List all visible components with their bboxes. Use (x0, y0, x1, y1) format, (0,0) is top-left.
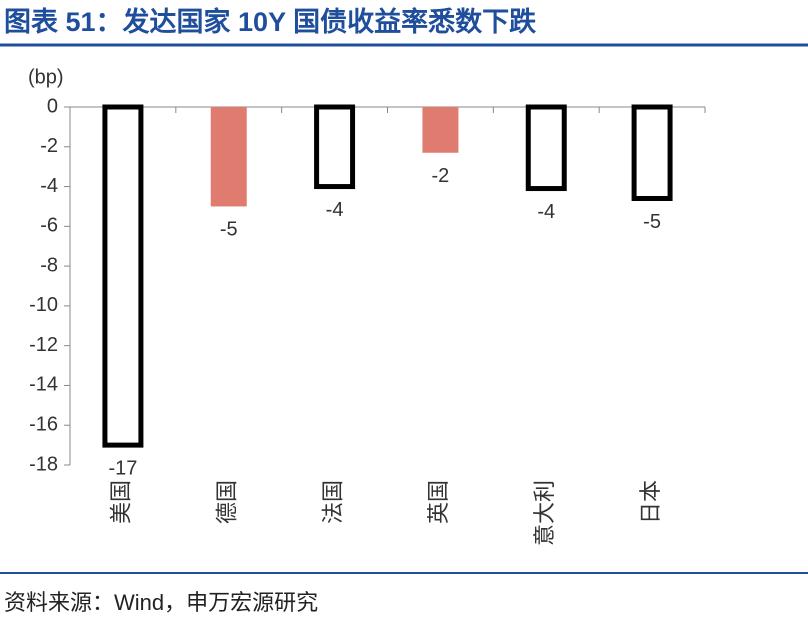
y-tick-label: -2 (40, 135, 58, 157)
y-tick-label: 0 (47, 95, 58, 117)
bar (314, 104, 356, 190)
value-label: -17 (108, 457, 137, 479)
y-axis-label: (bp) (28, 66, 64, 88)
y-tick-label: -10 (29, 294, 58, 316)
y-tick-label: -8 (40, 254, 58, 276)
value-label: -5 (220, 219, 238, 241)
bar (422, 107, 459, 153)
y-tick-label: -6 (40, 215, 58, 237)
value-label: -4 (326, 199, 344, 221)
value-label: -5 (643, 211, 661, 233)
value-label: -2 (432, 165, 450, 187)
x-tick-label: 德国 (215, 480, 240, 524)
value-label: -4 (537, 201, 555, 223)
chart-title: 图表 51：发达国家 10Y 国债收益率悉数下跌 (4, 6, 536, 37)
bar (210, 107, 247, 207)
x-tick-label: 日本 (638, 480, 663, 524)
y-tick-label: -16 (29, 414, 58, 436)
x-tick-label: 意大利 (532, 480, 557, 546)
x-tick-label: 法国 (320, 480, 345, 524)
bar (631, 104, 673, 201)
x-tick-label: 英国 (426, 480, 451, 524)
y-tick-label: -4 (40, 175, 58, 197)
y-tick-label: -14 (29, 374, 58, 396)
bar (102, 104, 144, 448)
bar (525, 104, 567, 192)
source-note: 资料来源：Wind，申万宏源研究 (4, 590, 318, 615)
x-tick-label: 美国 (109, 480, 134, 524)
y-tick-label: -18 (29, 453, 58, 475)
y-tick-label: -12 (29, 334, 58, 356)
